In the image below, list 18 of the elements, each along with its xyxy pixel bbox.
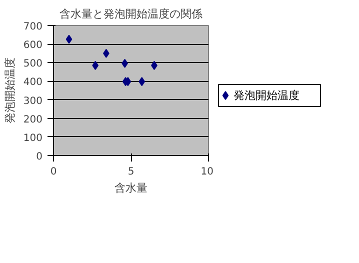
y-tick-label: 500 (23, 58, 43, 70)
y-tick-label: 400 (23, 77, 43, 88)
point (92, 60, 99, 70)
point (66, 34, 72, 44)
point (138, 77, 146, 86)
y-tick-label: 200 (23, 114, 43, 126)
x-tick-label: 0 (50, 166, 57, 178)
legend-label: 発泡開始温度 (234, 89, 300, 102)
chart-title: 含水量と発泡開始温度の関係 (60, 8, 202, 20)
y-tick-label: 700 (23, 22, 43, 32)
x-tick-label: 5 (128, 166, 134, 178)
x-axis-title: 含水量 (114, 182, 148, 194)
y-tick-label: 600 (23, 40, 43, 52)
y-tick-label: 300 (23, 96, 43, 107)
x-tick-label: 10 (200, 166, 214, 178)
y-tick-label: 0 (36, 152, 43, 162)
y-tick-label: 100 (23, 132, 43, 144)
y-axis-title: 発泡開始温度 (3, 58, 16, 124)
